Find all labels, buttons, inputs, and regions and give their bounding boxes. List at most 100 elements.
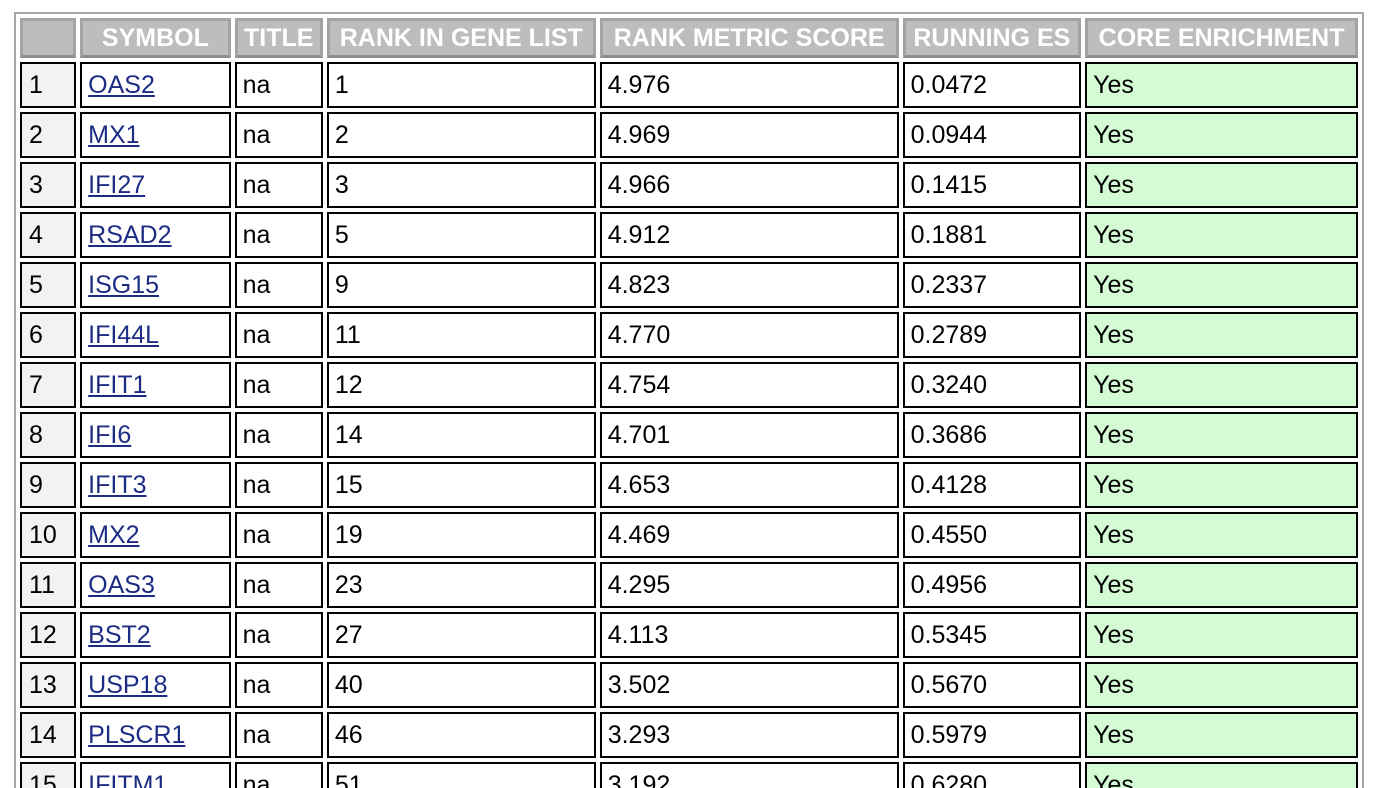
row-index: 2 bbox=[20, 112, 77, 158]
gene-symbol-link[interactable]: IFIT1 bbox=[88, 370, 147, 399]
rank-cell: 11 bbox=[326, 312, 596, 358]
title-cell: na bbox=[234, 362, 323, 408]
title-cell: na bbox=[234, 662, 323, 708]
rank-cell: 46 bbox=[326, 712, 596, 758]
symbol-cell: PLSCR1 bbox=[80, 712, 231, 758]
title-cell: na bbox=[234, 712, 323, 758]
rank-metric-score-cell: 4.469 bbox=[599, 512, 899, 558]
core-enrichment-cell: Yes bbox=[1085, 212, 1358, 258]
core-enrichment-cell: Yes bbox=[1085, 362, 1358, 408]
gene-symbol-link[interactable]: IFIT3 bbox=[88, 470, 147, 499]
gene-symbol-link[interactable]: IFI27 bbox=[88, 170, 146, 199]
core-enrichment-cell: Yes bbox=[1085, 412, 1358, 458]
table-container: SYMBOL TITLE RANK IN GENE LIST RANK METR… bbox=[14, 12, 1366, 788]
rank-metric-score-cell: 3.192 bbox=[599, 762, 899, 788]
core-enrichment-cell: Yes bbox=[1085, 262, 1358, 308]
core-enrichment-cell: Yes bbox=[1085, 612, 1358, 658]
rank-metric-score-cell: 4.976 bbox=[599, 62, 899, 108]
row-index: 7 bbox=[20, 362, 77, 408]
gene-symbol-link[interactable]: OAS3 bbox=[88, 570, 155, 599]
title-cell: na bbox=[234, 612, 323, 658]
row-index: 14 bbox=[20, 712, 77, 758]
gene-set-table: SYMBOL TITLE RANK IN GENE LIST RANK METR… bbox=[14, 12, 1364, 788]
header-title: TITLE bbox=[234, 18, 323, 58]
table-row: 9 IFIT3 na 15 4.653 0.4128 Yes bbox=[20, 462, 1358, 508]
rank-cell: 19 bbox=[326, 512, 596, 558]
rank-metric-score-cell: 4.113 bbox=[599, 612, 899, 658]
row-index: 13 bbox=[20, 662, 77, 708]
rank-metric-score-cell: 4.754 bbox=[599, 362, 899, 408]
table-row: 10 MX2 na 19 4.469 0.4550 Yes bbox=[20, 512, 1358, 558]
table-row: 4 RSAD2 na 5 4.912 0.1881 Yes bbox=[20, 212, 1358, 258]
rank-cell: 51 bbox=[326, 762, 596, 788]
table-row: 3 IFI27 na 3 4.966 0.1415 Yes bbox=[20, 162, 1358, 208]
gene-symbol-link[interactable]: RSAD2 bbox=[88, 220, 172, 249]
core-enrichment-cell: Yes bbox=[1085, 62, 1358, 108]
core-enrichment-cell: Yes bbox=[1085, 312, 1358, 358]
rank-cell: 14 bbox=[326, 412, 596, 458]
rank-metric-score-cell: 4.966 bbox=[599, 162, 899, 208]
rank-cell: 5 bbox=[326, 212, 596, 258]
symbol-cell: ISG15 bbox=[80, 262, 231, 308]
rank-metric-score-cell: 4.653 bbox=[599, 462, 899, 508]
gene-symbol-link[interactable]: PLSCR1 bbox=[88, 720, 186, 749]
row-index: 1 bbox=[20, 62, 77, 108]
running-es-cell: 0.5670 bbox=[902, 662, 1082, 708]
table-row: 14 PLSCR1 na 46 3.293 0.5979 Yes bbox=[20, 712, 1358, 758]
rank-metric-score-cell: 4.912 bbox=[599, 212, 899, 258]
row-index: 10 bbox=[20, 512, 77, 558]
gene-symbol-link[interactable]: IFI44L bbox=[88, 320, 160, 349]
table-row: 7 IFIT1 na 12 4.754 0.3240 Yes bbox=[20, 362, 1358, 408]
running-es-cell: 0.4128 bbox=[902, 462, 1082, 508]
title-cell: na bbox=[234, 262, 323, 308]
title-cell: na bbox=[234, 762, 323, 788]
gene-symbol-link[interactable]: MX2 bbox=[88, 520, 140, 549]
header-symbol: SYMBOL bbox=[80, 18, 231, 58]
table-row: 1 OAS2 na 1 4.976 0.0472 Yes bbox=[20, 62, 1358, 108]
rank-cell: 9 bbox=[326, 262, 596, 308]
core-enrichment-cell: Yes bbox=[1085, 162, 1358, 208]
core-enrichment-cell: Yes bbox=[1085, 662, 1358, 708]
gene-symbol-link[interactable]: ISG15 bbox=[88, 270, 160, 299]
gene-symbol-link[interactable]: MX1 bbox=[88, 120, 140, 149]
row-index: 12 bbox=[20, 612, 77, 658]
gene-symbol-link[interactable]: BST2 bbox=[88, 620, 151, 649]
title-cell: na bbox=[234, 412, 323, 458]
header-rank-in-gene-list: RANK IN GENE LIST bbox=[326, 18, 596, 58]
table-row: 6 IFI44L na 11 4.770 0.2789 Yes bbox=[20, 312, 1358, 358]
row-index: 6 bbox=[20, 312, 77, 358]
symbol-cell: RSAD2 bbox=[80, 212, 231, 258]
header-core-enrichment: CORE ENRICHMENT bbox=[1085, 18, 1358, 58]
row-index: 4 bbox=[20, 212, 77, 258]
title-cell: na bbox=[234, 162, 323, 208]
gene-symbol-link[interactable]: IFITM1 bbox=[88, 770, 168, 788]
rank-cell: 2 bbox=[326, 112, 596, 158]
symbol-cell: IFITM1 bbox=[80, 762, 231, 788]
symbol-cell: IFI6 bbox=[80, 412, 231, 458]
title-cell: na bbox=[234, 212, 323, 258]
core-enrichment-cell: Yes bbox=[1085, 562, 1358, 608]
rank-cell: 12 bbox=[326, 362, 596, 408]
rank-cell: 40 bbox=[326, 662, 596, 708]
title-cell: na bbox=[234, 62, 323, 108]
symbol-cell: BST2 bbox=[80, 612, 231, 658]
rank-metric-score-cell: 4.701 bbox=[599, 412, 899, 458]
title-cell: na bbox=[234, 512, 323, 558]
row-index: 11 bbox=[20, 562, 77, 608]
core-enrichment-cell: Yes bbox=[1085, 112, 1358, 158]
running-es-cell: 0.0472 bbox=[902, 62, 1082, 108]
core-enrichment-cell: Yes bbox=[1085, 462, 1358, 508]
row-index: 15 bbox=[20, 762, 77, 788]
gene-symbol-link[interactable]: USP18 bbox=[88, 670, 168, 699]
table-row: 11 OAS3 na 23 4.295 0.4956 Yes bbox=[20, 562, 1358, 608]
gene-symbol-link[interactable]: IFI6 bbox=[88, 420, 132, 449]
symbol-cell: IFI27 bbox=[80, 162, 231, 208]
running-es-cell: 0.5979 bbox=[902, 712, 1082, 758]
symbol-cell: MX1 bbox=[80, 112, 231, 158]
title-cell: na bbox=[234, 462, 323, 508]
core-enrichment-cell: Yes bbox=[1085, 512, 1358, 558]
rank-cell: 1 bbox=[326, 62, 596, 108]
symbol-cell: IFIT1 bbox=[80, 362, 231, 408]
gene-symbol-link[interactable]: OAS2 bbox=[88, 70, 155, 99]
running-es-cell: 0.4956 bbox=[902, 562, 1082, 608]
